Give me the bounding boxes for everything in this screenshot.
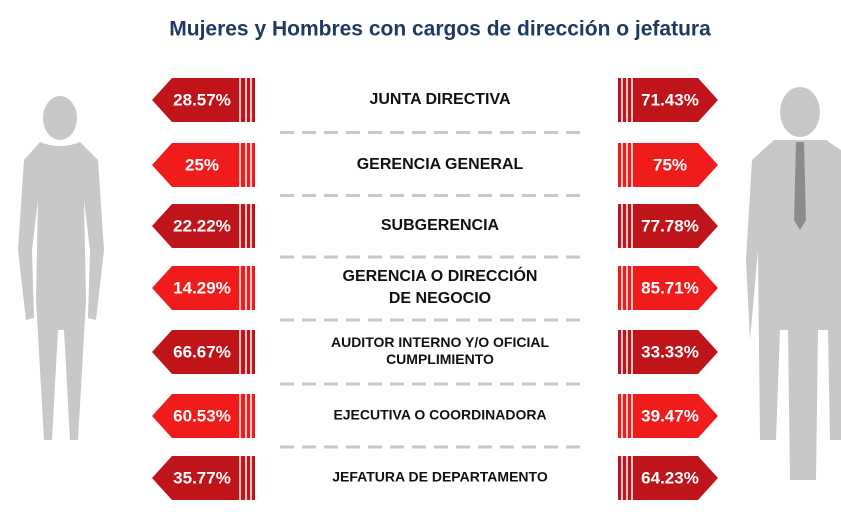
men-percent: 71.43% xyxy=(641,90,699,109)
background xyxy=(0,0,841,507)
position-label: SUBGERENCIA xyxy=(381,217,500,234)
position-label: CUMPLIMIENTO xyxy=(386,351,494,367)
men-percent: 64.23% xyxy=(641,468,699,487)
women-percent: 35.77% xyxy=(173,468,231,487)
position-label: GERENCIA O DIRECCIÓN xyxy=(343,266,538,285)
position-label: JEFATURA DE DEPARTAMENTO xyxy=(332,469,548,485)
women-percent: 28.57% xyxy=(173,90,231,109)
women-percent: 22.22% xyxy=(173,216,231,235)
men-percent: 33.33% xyxy=(641,342,699,361)
women-percent: 60.53% xyxy=(173,406,231,425)
men-percent: 85.71% xyxy=(641,278,699,297)
women-percent: 66.67% xyxy=(173,342,231,361)
women-percent: 25% xyxy=(185,155,219,174)
men-percent: 75% xyxy=(653,155,687,174)
position-label: GERENCIA GENERAL xyxy=(357,156,524,173)
position-label: AUDITOR INTERNO Y/O OFICIAL xyxy=(331,334,549,350)
position-label: DE NEGOCIO xyxy=(389,290,491,307)
men-percent: 39.47% xyxy=(641,406,699,425)
infographic: Mujeres y Hombres con cargos de direcció… xyxy=(0,0,841,507)
title: Mujeres y Hombres con cargos de direcció… xyxy=(169,18,711,41)
men-percent: 77.78% xyxy=(641,216,699,235)
position-label: EJECUTIVA O COORDINADORA xyxy=(333,407,546,423)
position-label: JUNTA DIRECTIVA xyxy=(369,91,510,108)
women-percent: 14.29% xyxy=(173,278,231,297)
